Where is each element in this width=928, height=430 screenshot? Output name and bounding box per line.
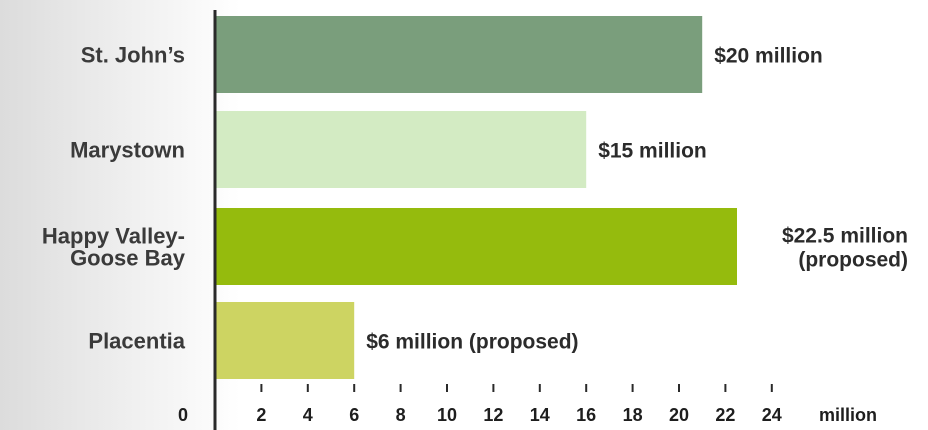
category-label-2-1: Goose Bay	[70, 246, 186, 271]
x-tick-label-2: 4	[303, 405, 313, 425]
x-tick-label-8: 16	[576, 405, 596, 425]
x-tick-label-9: 18	[623, 405, 643, 425]
category-label-2-0: Happy Valley-	[42, 224, 185, 249]
x-tick-label-7: 14	[530, 405, 550, 425]
category-label-3-0: Placentia	[88, 329, 185, 354]
bar-0	[215, 16, 703, 93]
x-tick-label-5: 10	[437, 405, 457, 425]
value-label-0: $20 million	[714, 45, 823, 68]
category-label-0-0: St. John’s	[81, 43, 185, 68]
value-label-2-1: (proposed)	[798, 249, 908, 272]
bar-1	[215, 111, 587, 188]
category-label-1-0: Marystown	[70, 138, 185, 163]
x-tick-label-10: 20	[669, 405, 689, 425]
x-tick-label-3: 6	[349, 405, 359, 425]
background-wash	[0, 0, 240, 430]
bar-2	[215, 208, 737, 285]
x-unit-label: million	[819, 405, 877, 425]
x-tick-label-1: 2	[256, 405, 266, 425]
x-tick-label-12: 24	[762, 405, 782, 425]
value-label-1: $15 million	[598, 140, 707, 163]
value-label-3: $6 million (proposed)	[366, 331, 578, 354]
value-label-2-0: $22.5 million	[782, 225, 908, 248]
bar-3	[215, 302, 355, 379]
x-tick-label-4: 8	[396, 405, 406, 425]
x-tick-label-6: 12	[483, 405, 503, 425]
x-tick-label-11: 22	[715, 405, 735, 425]
x-tick-label-0: 0	[178, 405, 188, 425]
